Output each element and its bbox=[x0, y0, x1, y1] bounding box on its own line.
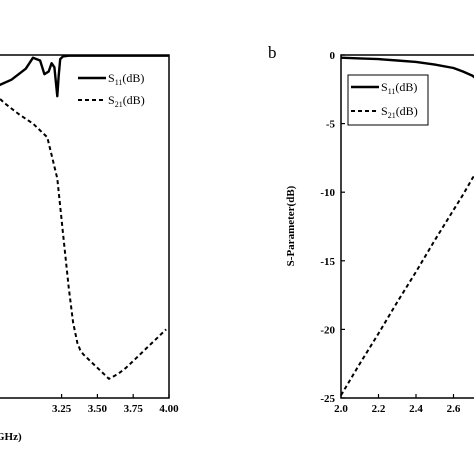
panel-b-y-tick-label: -15 bbox=[320, 256, 335, 268]
panel-b-x-tick-label: 2.4 bbox=[409, 403, 423, 415]
panel-b-series-s21-line bbox=[340, 174, 474, 396]
panel-b-legend-label-s11: S11(dB) bbox=[381, 80, 417, 96]
panel-a-series-s11-line bbox=[0, 54, 169, 98]
panel-b-y-axis-label: S-Parameter(dB) bbox=[285, 185, 297, 266]
panel-b-y-tick-label: -20 bbox=[320, 324, 335, 336]
panel-a-series-s21-line bbox=[0, 97, 167, 380]
panel-a-x-tick-label: 3.75 bbox=[124, 403, 144, 415]
panel-a-legend: S11(dB) S21(dB) bbox=[78, 71, 145, 109]
panel-b-y-tick-label: -25 bbox=[320, 393, 335, 405]
panel-b-series-s11-line bbox=[340, 56, 474, 79]
panel-b-x-tick-label: 2.6 bbox=[447, 403, 461, 415]
panel-b-y-tick-label: -5 bbox=[326, 119, 336, 131]
panel-b-x-tick-label: 2.0 bbox=[334, 403, 348, 415]
panel-b-y-tick-label: 0 bbox=[330, 50, 336, 62]
panel-a-legend-label-s21: S21(dB) bbox=[108, 93, 145, 109]
panel-b: b 2.0 2.2 2.4 2.6 0 -5 -10 -15 -20 -25 S-Paramet… bbox=[268, 43, 474, 415]
panel-b-x-tick-label: 2.2 bbox=[372, 403, 386, 415]
panel-a-legend-label-s11: S11(dB) bbox=[108, 71, 144, 87]
panel-b-legend-box bbox=[347, 74, 429, 126]
panel-b-y-tick-label: -10 bbox=[320, 187, 335, 199]
panel-a: 3.25 3.50 3.75 4.00 GHz) S11(dB) S21(dB) bbox=[0, 54, 179, 443]
panel-a-x-axis-label: GHz) bbox=[0, 431, 22, 443]
panel-a-x-tick-label: 4.00 bbox=[159, 403, 179, 415]
panel-a-x-tick-label: 3.50 bbox=[88, 403, 108, 415]
panel-b-legend: S11(dB) S21(dB) bbox=[347, 74, 429, 126]
panel-b-letter: b bbox=[268, 43, 277, 62]
panel-b-legend-label-s21: S21(dB) bbox=[381, 104, 418, 120]
panel-a-x-tick-label: 3.25 bbox=[52, 403, 72, 415]
